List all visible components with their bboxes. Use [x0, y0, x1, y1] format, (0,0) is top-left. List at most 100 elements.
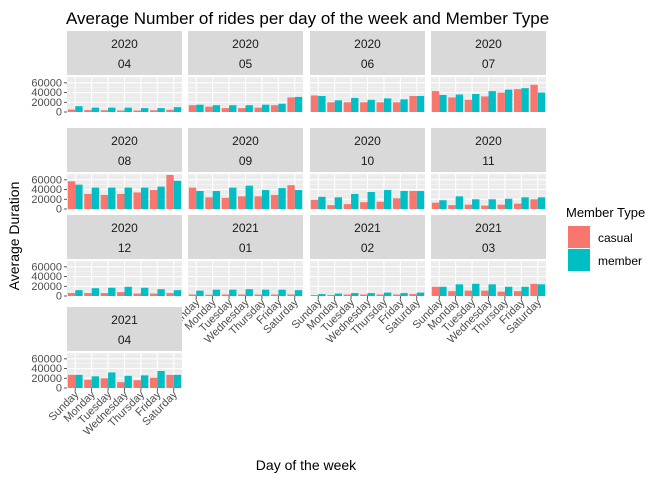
facet-month-label: 01	[239, 241, 253, 255]
facet-month-label: 07	[482, 57, 496, 71]
y-axis-title: Average Duration	[6, 182, 22, 291]
bar-member-2021-02-thursday	[384, 293, 391, 296]
bar-casual-2020-10-friday	[393, 198, 400, 209]
bar-member-2021-04-saturday	[174, 375, 181, 388]
bar-member-2021-04-monday	[92, 376, 99, 388]
bar-casual-2021-04-saturday	[166, 375, 173, 388]
bar-member-2020-12-wednesday	[125, 287, 132, 296]
facet-year-label: 2021	[232, 221, 259, 235]
bar-member-2021-03-thursday	[505, 287, 512, 296]
bar-casual-2020-12-sunday	[68, 293, 75, 296]
bar-casual-2021-04-friday	[150, 378, 157, 388]
y-tick-label: 60000	[31, 353, 62, 365]
legend-swatch-casual	[568, 226, 590, 248]
bar-casual-2020-08-thursday	[134, 192, 141, 209]
legend-swatch-member	[568, 249, 590, 271]
bar-casual-2021-04-tuesday	[101, 378, 108, 388]
bar-member-2020-10-tuesday	[351, 194, 358, 209]
bar-member-2020-05-tuesday	[229, 105, 236, 112]
bar-casual-2020-05-monday	[205, 107, 212, 112]
facet-year-label: 2020	[111, 221, 138, 235]
facet-month-label: 09	[239, 154, 253, 168]
bar-casual-2021-04-sunday	[68, 375, 75, 388]
bar-member-2020-10-sunday	[318, 197, 325, 209]
bar-member-2020-11-friday	[521, 197, 528, 209]
bar-casual-2020-11-thursday	[498, 205, 505, 209]
bar-member-2021-04-friday	[157, 371, 164, 388]
facet-panel-2020-11: 202011	[431, 128, 546, 209]
bar-member-2020-12-saturday	[174, 290, 181, 296]
facet-month-label: 08	[118, 154, 132, 168]
bar-member-2021-03-tuesday	[472, 284, 479, 296]
facet-year-label: 2020	[475, 134, 502, 148]
bar-casual-2021-03-tuesday	[465, 291, 472, 296]
bar-member-2020-10-saturday	[417, 191, 424, 209]
bar-member-2020-08-sunday	[75, 185, 82, 209]
bar-casual-2020-06-wednesday	[360, 102, 367, 112]
bar-member-2021-04-tuesday	[108, 372, 115, 388]
bar-casual-2021-01-tuesday	[222, 295, 229, 296]
facet-year-label: 2020	[111, 134, 138, 148]
bar-casual-2020-06-tuesday	[344, 102, 351, 112]
bar-member-2020-08-tuesday	[108, 188, 115, 209]
bar-member-2020-11-tuesday	[472, 199, 479, 209]
facet-year-label: 2020	[111, 37, 138, 51]
bar-casual-2020-09-tuesday	[222, 198, 229, 209]
bar-casual-2020-11-tuesday	[465, 205, 472, 209]
facet-month-label: 12	[118, 241, 132, 255]
bar-member-2020-07-thursday	[505, 90, 512, 112]
bar-casual-2020-08-tuesday	[101, 195, 108, 209]
bar-casual-2020-12-wednesday	[117, 292, 124, 296]
bar-member-2020-11-monday	[456, 196, 463, 209]
bar-casual-2021-02-friday	[393, 295, 400, 296]
bar-member-2020-10-wednesday	[368, 192, 375, 209]
bar-member-2021-02-monday	[335, 294, 342, 296]
bar-casual-2020-06-thursday	[377, 102, 384, 112]
bar-casual-2020-10-saturday	[409, 191, 416, 209]
bar-casual-2020-10-sunday	[311, 200, 318, 209]
bar-casual-2020-08-sunday	[68, 181, 75, 209]
facet-year-label: 2020	[475, 37, 502, 51]
bar-member-2020-07-friday	[521, 88, 528, 112]
bar-member-2020-05-sunday	[196, 105, 203, 112]
bar-member-2020-08-saturday	[174, 181, 181, 209]
bar-casual-2020-05-saturday	[287, 97, 294, 112]
bar-member-2020-12-tuesday	[108, 288, 115, 296]
bar-casual-2020-08-saturday	[166, 175, 173, 209]
bar-member-2020-05-thursday	[262, 105, 269, 112]
bar-member-2021-02-tuesday	[351, 293, 358, 296]
bar-member-2020-11-sunday	[439, 200, 446, 209]
bar-member-2020-04-saturday	[174, 107, 181, 112]
bar-member-2020-07-sunday	[439, 95, 446, 112]
bar-casual-2020-12-saturday	[166, 293, 173, 296]
bar-member-2020-09-saturday	[295, 190, 302, 209]
bar-casual-2020-11-monday	[448, 205, 455, 209]
bar-casual-2020-09-friday	[271, 195, 278, 209]
facet-month-label: 06	[361, 57, 375, 71]
bar-casual-2020-05-friday	[271, 105, 278, 112]
bar-casual-2021-03-thursday	[498, 292, 505, 296]
bar-casual-2020-06-friday	[393, 102, 400, 112]
bar-member-2020-05-saturday	[295, 97, 302, 112]
bar-member-2021-01-wednesday	[246, 289, 253, 296]
facet-month-label: 04	[118, 333, 132, 347]
bar-member-2020-06-thursday	[384, 98, 391, 112]
bar-member-2020-04-monday	[92, 108, 99, 112]
bar-casual-2020-09-sunday	[189, 188, 196, 209]
bar-casual-2020-12-monday	[84, 293, 91, 296]
facet-panel-2020-05: 2020 05	[188, 31, 303, 112]
bar-member-2020-07-monday	[456, 95, 463, 113]
bar-casual-2020-06-monday	[327, 102, 334, 112]
bar-casual-2021-02-monday	[327, 295, 334, 296]
bar-casual-2020-09-wednesday	[238, 196, 245, 209]
facet-year-label: 2021	[354, 221, 381, 235]
bar-casual-2021-02-sunday	[311, 295, 318, 296]
bar-member-2021-03-saturday	[538, 284, 545, 296]
bar-member-2021-01-sunday	[196, 291, 203, 296]
bar-casual-2021-01-thursday	[255, 295, 262, 296]
bar-member-2020-12-thursday	[141, 288, 148, 296]
bar-member-2021-03-friday	[521, 287, 528, 296]
bar-casual-2021-04-wednesday	[117, 382, 124, 388]
bar-casual-2020-08-friday	[150, 190, 157, 209]
